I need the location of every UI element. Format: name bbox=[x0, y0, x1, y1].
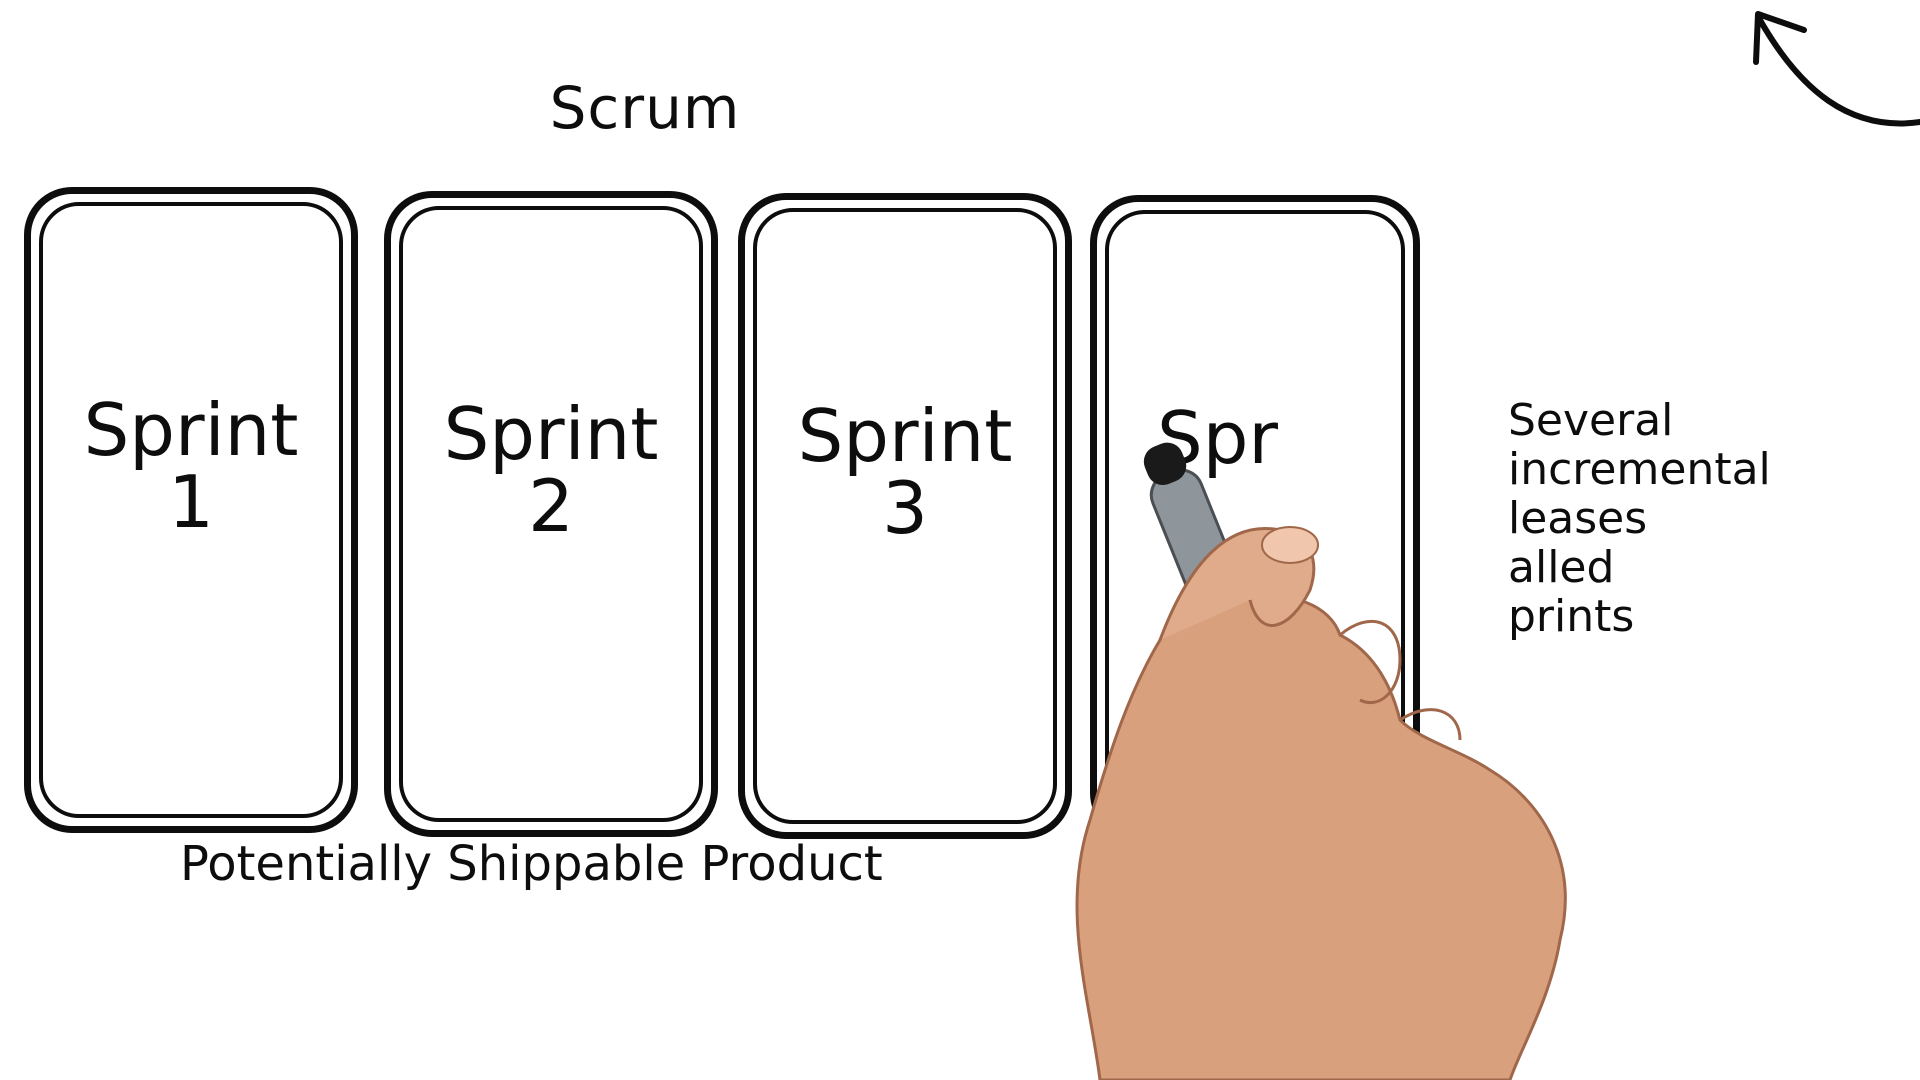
sprint-card-title: Sprint bbox=[31, 394, 351, 466]
sprint-card-2: Sprint 2 bbox=[384, 191, 718, 837]
sprint-card-number: 2 bbox=[391, 470, 711, 542]
sprint-card-number: 3 bbox=[745, 472, 1065, 544]
sprint-card-title: Sprint bbox=[745, 400, 1065, 472]
caption-text: Potentially Shippable Product bbox=[180, 836, 883, 892]
sprint-card-3: Sprint 3 bbox=[738, 193, 1072, 839]
sprint-card-label: Sprint 3 bbox=[745, 400, 1065, 544]
sprint-card-label: Sprint 2 bbox=[391, 398, 711, 542]
sprint-card-title: Sprint bbox=[391, 398, 711, 470]
slide-title: Scrum bbox=[520, 74, 770, 142]
side-note-line: Several bbox=[1508, 396, 1771, 445]
curved-arrow-icon bbox=[1740, 0, 1920, 140]
sprint-card-number: 1 bbox=[31, 466, 351, 538]
hand-with-marker-icon: marker bbox=[1040, 440, 1640, 1080]
sprint-card-label: Sprint 1 bbox=[31, 394, 351, 538]
sprint-card-1: Sprint 1 bbox=[24, 187, 358, 833]
